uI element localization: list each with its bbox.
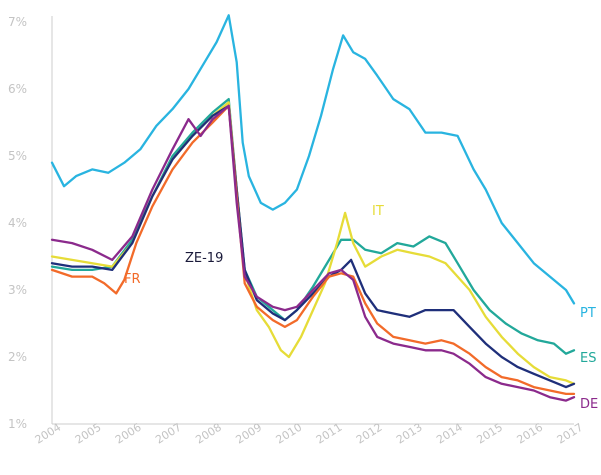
x-tick-label: 2015 — [474, 421, 505, 447]
series-line-pt — [50, 14, 576, 305]
y-tick-label: 1% — [8, 417, 27, 431]
y-tick-label: 5% — [8, 149, 27, 163]
x-tick-label: 2012 — [354, 421, 385, 447]
series-line-de — [50, 104, 576, 402]
x-tick-label: 2006 — [113, 421, 144, 447]
x-tick-label: 2010 — [274, 421, 305, 447]
x-tick-label: 2014 — [434, 421, 465, 447]
y-tick-label: 4% — [8, 216, 27, 230]
series-label-fr: FR — [124, 272, 141, 287]
series-line-fr — [50, 104, 576, 396]
series-label-it: IT — [372, 204, 384, 219]
x-tick-label: 2004 — [33, 421, 64, 447]
x-tick-label: 2017 — [555, 421, 586, 447]
x-tick-label: 2009 — [233, 421, 264, 447]
y-tick-label: 7% — [8, 15, 27, 29]
series-label-ze-19: ZE-19 — [185, 251, 223, 266]
x-tick-label: 2011 — [314, 421, 345, 447]
x-tick-label: 2013 — [394, 421, 425, 447]
x-axis: 2004 2005 2006 2007 2008 2009 2010 2011 2012 2013… — [33, 421, 586, 447]
series-labels: PT ES IT ZE-19 FR DE — [124, 204, 598, 412]
y-tick-label: 6% — [8, 82, 27, 96]
y-tick-label: 3% — [8, 283, 27, 297]
series-label-es: ES — [580, 351, 596, 366]
y-axis: 1% 2% 3% 4% 5% 6% 7% — [8, 15, 53, 431]
x-tick-label: 2005 — [73, 421, 104, 447]
x-tick-label: 2008 — [193, 421, 224, 447]
series-label-pt: PT — [580, 306, 596, 321]
series-line-es — [50, 97, 576, 355]
series-lines — [50, 14, 576, 402]
x-tick-label: 2007 — [153, 421, 184, 447]
y-tick-label: 2% — [8, 350, 27, 364]
series-line-ze-19 — [50, 104, 576, 389]
series-label-de: DE — [580, 397, 598, 412]
x-tick-label: 2016 — [515, 421, 546, 447]
